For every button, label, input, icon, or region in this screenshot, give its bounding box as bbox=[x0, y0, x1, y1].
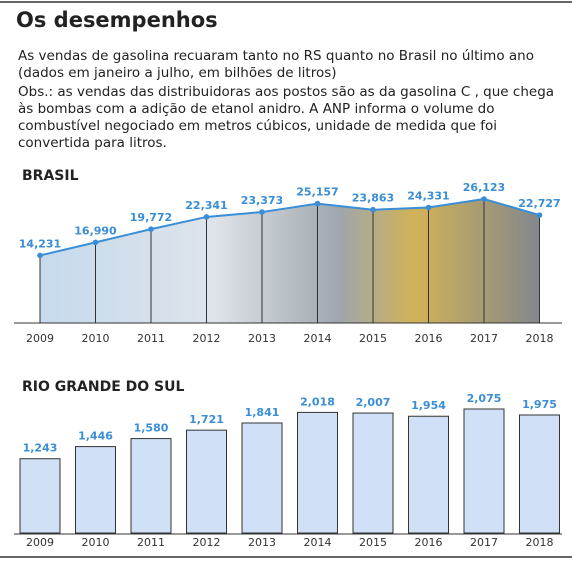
point bbox=[481, 196, 487, 202]
bar bbox=[519, 414, 560, 534]
chart-title: BRASIL bbox=[22, 168, 79, 184]
x-tick-label: 2012 bbox=[193, 332, 221, 345]
x-tick-label: 2014 bbox=[304, 536, 332, 549]
point bbox=[314, 200, 321, 207]
x-tick-label: 2016 bbox=[415, 332, 443, 345]
bar bbox=[297, 411, 338, 534]
value-label: 22,727 bbox=[518, 197, 560, 210]
point bbox=[370, 206, 376, 213]
value-label: 19,772 bbox=[130, 211, 172, 224]
x-tick-label: 2009 bbox=[26, 332, 54, 345]
bar bbox=[186, 429, 227, 534]
bar bbox=[19, 458, 61, 534]
x-tick-label: 2009 bbox=[26, 536, 54, 549]
x-tick-label: 2013 bbox=[248, 332, 276, 345]
x-tick-label: 2018 bbox=[526, 332, 554, 345]
point bbox=[203, 214, 210, 220]
x-tick-label: 2012 bbox=[193, 536, 221, 549]
value-label: 1,580 bbox=[134, 422, 169, 435]
value-label: 2,018 bbox=[300, 395, 335, 408]
value-label: 1,446 bbox=[78, 430, 113, 443]
line bbox=[39, 197, 540, 257]
value-label: 2,075 bbox=[467, 392, 502, 405]
point bbox=[37, 252, 43, 259]
bar bbox=[241, 422, 283, 534]
point bbox=[148, 226, 154, 232]
x-tick-label: 2011 bbox=[137, 536, 165, 549]
value-label: 1,975 bbox=[522, 398, 557, 411]
bar bbox=[130, 438, 172, 534]
x-tick-label: 2014 bbox=[304, 332, 332, 345]
bar bbox=[408, 415, 449, 534]
point bbox=[425, 204, 432, 211]
value-label: 23,373 bbox=[241, 194, 283, 207]
value-label: 14,231 bbox=[19, 237, 61, 250]
x-tick-label: 2015 bbox=[359, 332, 387, 345]
subtitle: As vendas de gasolina recuaram tanto no … bbox=[18, 48, 534, 81]
point bbox=[536, 212, 543, 218]
value-label: 24,331 bbox=[407, 190, 449, 203]
x-tick-label: 2017 bbox=[470, 332, 498, 345]
x-tick-label: 2017 bbox=[470, 536, 498, 549]
bar bbox=[463, 408, 505, 534]
point bbox=[259, 209, 265, 215]
point bbox=[92, 239, 99, 246]
chart-title: RIO GRANDE DO SUL bbox=[22, 379, 184, 395]
x-tick-label: 2015 bbox=[359, 536, 387, 549]
x-tick-label: 2016 bbox=[415, 536, 443, 549]
bar bbox=[352, 412, 394, 534]
value-label: 26,123 bbox=[463, 181, 505, 194]
value-label: 2,007 bbox=[356, 396, 391, 409]
value-label: 1,954 bbox=[411, 399, 446, 412]
note: Obs.: as vendas das distribuidoras aos p… bbox=[18, 84, 555, 151]
x-tick-label: 2010 bbox=[82, 536, 110, 549]
x-tick-label: 2013 bbox=[248, 536, 276, 549]
x-tick-label: 2011 bbox=[137, 332, 165, 345]
value-label: 1,243 bbox=[23, 442, 58, 455]
bar bbox=[75, 446, 116, 534]
area bbox=[40, 199, 540, 323]
value-label: 23,863 bbox=[352, 192, 394, 205]
value-label: 1,721 bbox=[189, 413, 224, 426]
value-label: 1,841 bbox=[245, 406, 280, 419]
title: Os desempenhos bbox=[16, 8, 218, 32]
value-label: 16,990 bbox=[74, 224, 117, 237]
x-tick-label: 2010 bbox=[82, 332, 110, 345]
value-label: 22,341 bbox=[185, 199, 227, 212]
x-tick-label: 2018 bbox=[526, 536, 554, 549]
value-label: 25,157 bbox=[296, 186, 338, 199]
